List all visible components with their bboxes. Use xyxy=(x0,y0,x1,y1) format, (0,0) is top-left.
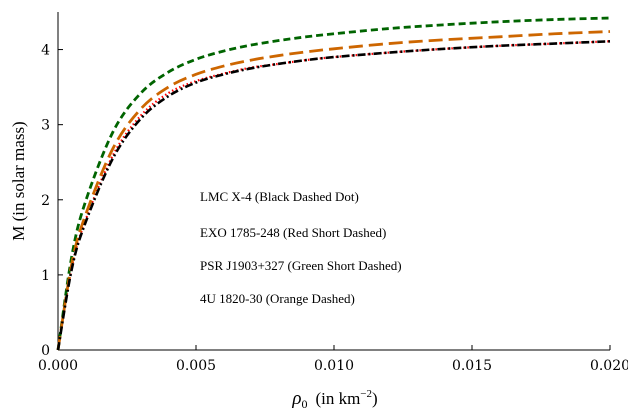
annotation-exo-1785: EXO 1785-248 (Red Short Dashed) xyxy=(200,225,386,240)
x-ticks: 0.000 0.005 0.010 0.015 0.020 xyxy=(38,345,628,374)
x-axis-label: ρ0 (in km−2) xyxy=(291,388,377,411)
x-tick-label: 0.000 xyxy=(38,358,78,374)
annotation-block: LMC X-4 (Black Dashed Dot) EXO 1785-248 … xyxy=(200,189,402,306)
y-tick-label: 4 xyxy=(41,43,50,59)
x-tick-label: 0.015 xyxy=(452,358,492,374)
annotation-lmc-x4: LMC X-4 (Black Dashed Dot) xyxy=(200,189,359,204)
x-tick-label: 0.010 xyxy=(314,358,354,374)
x-axis-label-close: ) xyxy=(372,389,378,408)
y-axis-label: M (in solar mass) xyxy=(9,121,28,240)
x-tick-label: 0.020 xyxy=(590,358,628,374)
x-tick-label: 0.005 xyxy=(176,358,216,374)
y-tick-label: 3 xyxy=(41,118,50,134)
series-line-black-dash-dot xyxy=(56,39,611,351)
series-line-orange-dashed xyxy=(56,30,611,351)
y-tick-label: 1 xyxy=(41,268,50,284)
x-axis-label-text: (in km xyxy=(315,389,360,408)
series-layer xyxy=(56,16,611,351)
annotation-psr-j1903: PSR J1903+327 (Green Short Dashed) xyxy=(200,258,402,273)
annotation-4u-1820: 4U 1820-30 (Orange Dashed) xyxy=(200,291,355,306)
x-axis-label-symbol: ρ xyxy=(291,388,301,409)
y-ticks: 0 1 2 3 4 xyxy=(41,43,63,359)
x-axis-label-superscript: −2 xyxy=(360,388,372,400)
y-tick-label: 0 xyxy=(41,343,50,359)
y-tick-label: 2 xyxy=(41,193,50,209)
x-axis-label-subscript: 0 xyxy=(301,397,307,411)
